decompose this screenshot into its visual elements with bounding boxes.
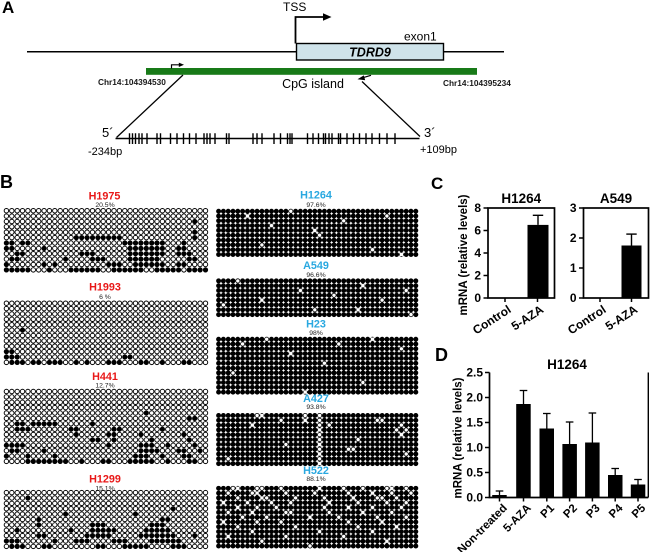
svg-text:-234bp: -234bp [88,146,122,158]
svg-text:H441: H441 [92,371,118,383]
svg-text:A549: A549 [303,260,329,272]
svg-text:D: D [435,345,448,365]
svg-text:12.7%: 12.7% [95,383,114,390]
svg-text:3: 3 [570,201,577,215]
svg-text:H1264: H1264 [547,357,587,372]
svg-text:1: 1 [570,261,577,275]
svg-text:exon1: exon1 [404,30,437,44]
svg-text:3´: 3´ [424,125,436,140]
svg-text:Chr14:104394530: Chr14:104394530 [98,77,166,87]
svg-text:H1993: H1993 [89,282,121,294]
svg-text:5´: 5´ [102,125,114,140]
svg-text:H1264: H1264 [300,190,332,202]
svg-text:98%: 98% [309,330,323,337]
svg-text:4: 4 [474,246,481,260]
svg-text:1.5: 1.5 [466,416,483,430]
svg-text:97.6%: 97.6% [306,202,325,209]
svg-text:0.0: 0.0 [466,491,483,505]
svg-text:A: A [2,0,14,17]
svg-text:A427: A427 [303,393,329,405]
svg-text:0.5: 0.5 [466,466,483,480]
svg-text:TSS: TSS [283,0,306,14]
svg-text:2.0: 2.0 [466,391,483,405]
svg-text:1.0: 1.0 [466,441,483,455]
svg-text:+109bp: +109bp [420,144,457,156]
svg-text:2: 2 [474,269,481,283]
svg-text:15.1%: 15.1% [95,486,114,493]
svg-text:0: 0 [474,291,481,305]
svg-text:0: 0 [570,291,577,305]
svg-text:H1975: H1975 [89,191,121,203]
svg-text:H1299: H1299 [89,474,121,486]
svg-text:H23: H23 [306,319,326,331]
svg-text:88.1%: 88.1% [306,476,325,483]
svg-text:6: 6 [474,224,481,238]
svg-text:mRNA (relative levels): mRNA (relative levels) [458,194,470,315]
svg-text:Chr14:104395234: Chr14:104395234 [443,78,511,88]
svg-text:20.5%: 20.5% [95,202,114,209]
svg-text:TDRD9: TDRD9 [349,45,391,59]
svg-text:CpG island: CpG island [282,77,344,91]
svg-text:96.6%: 96.6% [306,272,325,279]
svg-text:B: B [0,172,13,192]
svg-text:H522: H522 [303,465,329,477]
svg-text:2: 2 [570,231,577,245]
svg-text:6 %: 6 % [99,294,111,301]
svg-text:mRNA (relative levels): mRNA (relative levels) [453,377,465,498]
svg-text:C: C [431,174,443,193]
svg-text:A549: A549 [600,191,632,206]
svg-text:93.8%: 93.8% [306,404,325,411]
svg-text:H1264: H1264 [501,191,541,206]
svg-text:8: 8 [474,201,481,215]
svg-text:2.5: 2.5 [466,366,483,380]
